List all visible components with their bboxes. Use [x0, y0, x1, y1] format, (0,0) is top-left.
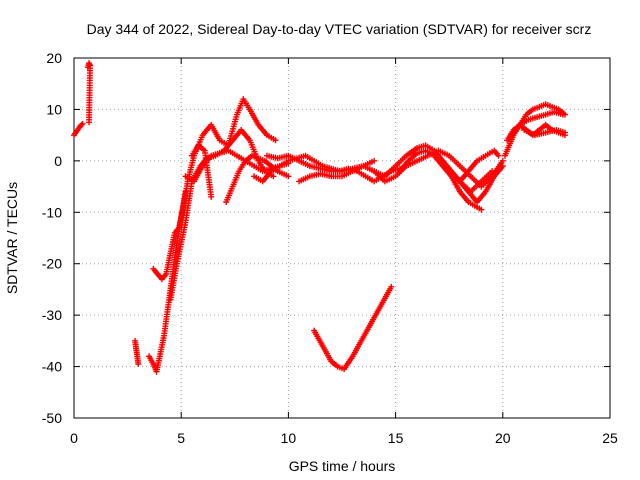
data-point — [78, 121, 85, 128]
y-tick-label: 20 — [46, 50, 62, 66]
series-track-g — [188, 142, 215, 200]
series-track-b — [132, 337, 142, 367]
y-tick-label: -20 — [42, 256, 62, 272]
series-track-n — [396, 147, 485, 213]
data-point — [371, 157, 378, 164]
series-track-t — [521, 127, 568, 139]
x-tick-label: 15 — [388, 430, 404, 446]
data-point — [561, 129, 568, 136]
x-tick-label: 25 — [602, 430, 618, 446]
x-axis-label: GPS time / hours — [289, 458, 396, 474]
series-track-h — [223, 152, 292, 205]
y-tick-label: -10 — [42, 204, 62, 220]
y-tick-label: -30 — [42, 307, 62, 323]
x-tick-label: 20 — [495, 430, 511, 446]
data-point — [489, 168, 496, 175]
chart-title: Day 344 of 2022, Sidereal Day-to-day VTE… — [87, 21, 592, 37]
data-point — [272, 137, 279, 144]
data-point — [285, 173, 292, 180]
data-point — [559, 111, 566, 118]
x-tick-label: 0 — [70, 430, 78, 446]
series-outliers-early — [84, 60, 94, 126]
series-track-p — [456, 147, 502, 185]
plot-frame — [73, 57, 611, 419]
y-tick-label: 0 — [54, 153, 62, 169]
data-point — [499, 163, 506, 169]
series-track-s — [508, 109, 566, 139]
y-tick-label: -50 — [42, 410, 62, 426]
data-point — [135, 361, 142, 367]
data-point — [208, 193, 215, 200]
y-tick-label: -40 — [42, 359, 62, 375]
data-point — [495, 152, 502, 159]
data-point — [270, 173, 277, 180]
data-point — [499, 157, 506, 164]
y-tick-label: 10 — [46, 101, 62, 117]
x-tick-label: 10 — [281, 430, 297, 446]
data-points — [71, 60, 568, 375]
axis-ticks: 0 5 10 15 20 25 -50 -40 -30 -20 -10 0 10 20 — [42, 50, 618, 446]
data-point — [79, 120, 86, 127]
data-point — [388, 283, 395, 290]
data-point — [86, 119, 93, 126]
data-point — [478, 206, 485, 213]
series-track-a — [71, 120, 86, 139]
y-axis-label: SDTVAR / TECUs — [4, 182, 20, 294]
series-track-l — [311, 283, 395, 373]
x-tick-label: 5 — [177, 430, 185, 446]
